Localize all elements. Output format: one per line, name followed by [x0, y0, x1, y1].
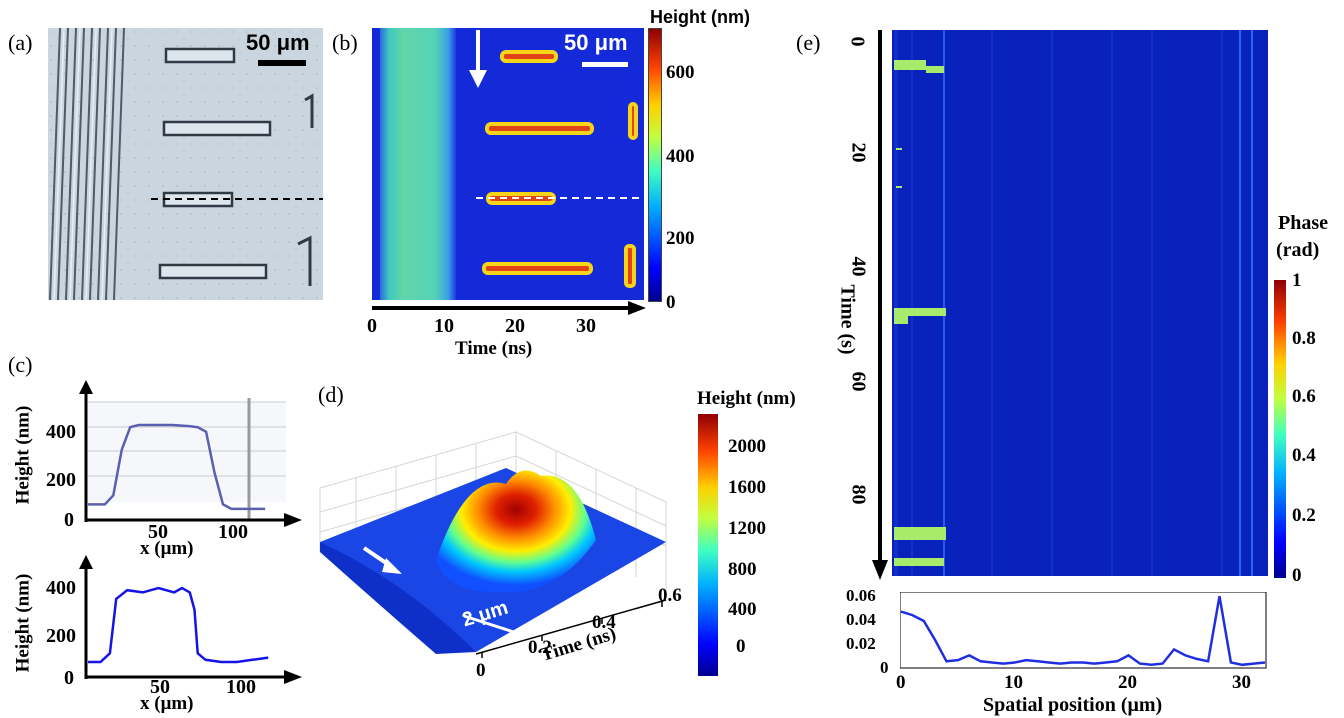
- scale-bar-b: [582, 62, 628, 67]
- e-bot-series-line: [900, 595, 1266, 667]
- panel-a-micrograph: 50 μm: [48, 27, 323, 301]
- e-bot-xtick-0: 0: [896, 672, 906, 693]
- colorbar-d-tick-1600: 1600: [728, 477, 766, 498]
- e-bot-xtick-30: 30: [1232, 672, 1251, 693]
- colorbar-e-tick-0.6: 0.6: [1292, 386, 1316, 407]
- e-bot-ytick-0.06: 0.06: [846, 586, 876, 605]
- e-ylabel: Time (s): [836, 284, 859, 355]
- colorbar-e-tick-0.2: 0.2: [1292, 505, 1316, 526]
- e-bot-xlabel: Spatial position (μm): [983, 694, 1163, 716]
- scale-bar-label-a: 50 μm: [246, 30, 310, 55]
- colorbar-e: [1274, 280, 1286, 578]
- panel-label-b: (b): [332, 30, 358, 55]
- phase-map-e: [892, 30, 1268, 576]
- chart-c-bottom: [79, 555, 302, 684]
- e-ytick-0: 0: [846, 36, 869, 47]
- e-bot-ytick-0: 0: [880, 658, 889, 677]
- c-top-xtick-50: 50: [148, 521, 168, 543]
- phase-map-image: [892, 30, 1268, 576]
- e-bot-ytick-0.04: 0.04: [846, 610, 876, 629]
- high-phase-bands: [894, 60, 946, 566]
- patterned-stripes: [158, 47, 272, 280]
- e-ytick-60: 60: [847, 371, 870, 392]
- colorbar-title-d: Height (nm): [697, 388, 796, 409]
- c-bot-xtick-50: 50: [150, 676, 170, 698]
- tick-b-10: 10: [434, 315, 454, 337]
- c-top-ytick-400: 400: [46, 421, 76, 443]
- colorbar-d: [698, 414, 718, 676]
- panel-label-a: (a): [8, 30, 33, 55]
- tick-b-0: 0: [367, 315, 377, 337]
- c-bot-ylabel: Height (nm): [12, 573, 34, 673]
- c-top-series-line: [88, 423, 266, 511]
- hot-stripes: [482, 50, 638, 288]
- colorbar-e-tick-0.4: 0.4: [1292, 445, 1316, 466]
- chart-e-bottom: [900, 592, 1267, 669]
- time-axis-b: [372, 301, 646, 315]
- colorbar-title-e-line1: Phase: [1278, 212, 1328, 234]
- colorbar-e-tick-0.8: 0.8: [1292, 328, 1316, 349]
- e-bot-xtick-20: 20: [1118, 672, 1137, 693]
- scale-bar-label-b: 50 μm: [564, 30, 628, 55]
- d-tick-0.6: 0.6: [658, 585, 682, 606]
- time-axis-e: [872, 30, 888, 580]
- c-bot-xlabel: x (μm): [140, 693, 194, 714]
- colorbar-e-tick-1: 1: [1292, 270, 1302, 291]
- scale-bar-a: [258, 60, 306, 66]
- colorbar-b-tick-400: 400: [666, 146, 695, 167]
- c-bot-xtick-100: 100: [226, 676, 256, 698]
- colorbar-title-e-line2: (rad): [1276, 239, 1320, 261]
- c-bot-ytick-400: 400: [46, 577, 76, 599]
- e-ytick-80: 80: [847, 484, 870, 505]
- d-tick-0.4: 0.4: [592, 612, 616, 633]
- colorbar-b-tick-200: 200: [666, 228, 695, 249]
- c-top-ytick-0: 0: [64, 509, 74, 531]
- c-bot-ytick-200: 200: [46, 625, 76, 647]
- colorbar-d-tick-1200: 1200: [728, 518, 766, 539]
- chart-c-top: [79, 380, 302, 527]
- height-map-image: [372, 28, 644, 300]
- e-ytick-20: 20: [847, 142, 870, 163]
- c-bot-series-line: [88, 586, 269, 664]
- surface-plot-d: [319, 431, 667, 658]
- panel-label-e: (e): [796, 30, 821, 55]
- d-tick-0: 0: [476, 660, 486, 681]
- c-top-xtick-100: 100: [218, 521, 248, 543]
- xlabel-b: Time (ns): [455, 338, 533, 359]
- panel-label-c: (c): [8, 352, 33, 377]
- tick-b-30: 30: [576, 315, 596, 337]
- e-ytick-40: 40: [847, 256, 870, 277]
- colorbar-title-b: Height (nm): [650, 7, 750, 27]
- panel-b-heightmap: 50 μm: [372, 28, 644, 300]
- e-bot-xtick-10: 10: [1004, 672, 1023, 693]
- c-bot-ytick-0: 0: [64, 667, 74, 689]
- colorbar-b-tick-600: 600: [666, 62, 695, 83]
- micrograph-image: [48, 27, 323, 301]
- colorbar-b-tick-0: 0: [666, 292, 676, 313]
- c-top-ylabel: Height (nm): [12, 405, 34, 505]
- colorbar-d-tick-0: 0: [736, 636, 746, 657]
- colorbar-d-tick-400: 400: [728, 599, 757, 620]
- colorbar-d-tick-2000: 2000: [728, 436, 766, 457]
- colorbar-b: [648, 28, 662, 302]
- c-top-ytick-200: 200: [46, 469, 76, 491]
- d-tick-0.2: 0.2: [528, 637, 552, 658]
- direction-arrow-head: [469, 70, 487, 88]
- colorbar-e-tick-0: 0: [1292, 565, 1302, 586]
- colorbar-d-tick-800: 800: [728, 559, 757, 580]
- fiber-bundle: [49, 27, 125, 301]
- tick-b-20: 20: [505, 315, 525, 337]
- panel-label-d: (d): [318, 382, 344, 407]
- c-top-xlabel: x (μm): [140, 538, 194, 559]
- e-bot-ytick-0.02: 0.02: [846, 634, 876, 653]
